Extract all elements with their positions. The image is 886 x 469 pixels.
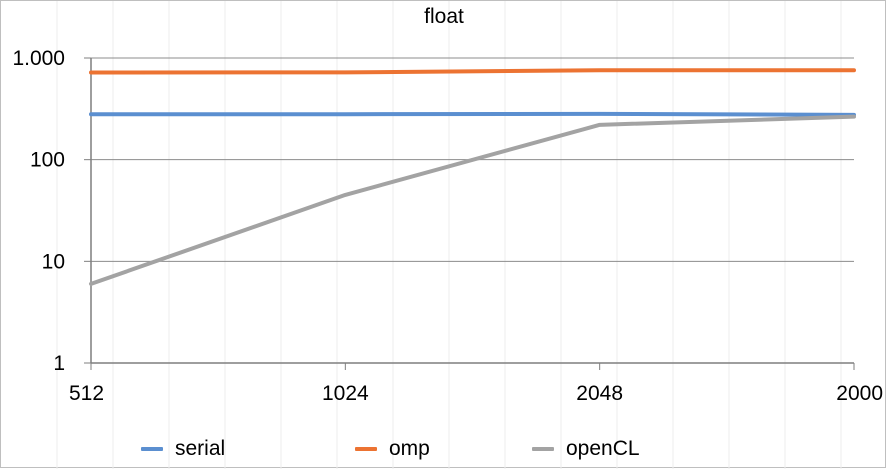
y-tick-label: 10 bbox=[42, 250, 65, 273]
legend-swatch bbox=[355, 447, 377, 451]
legend-swatch bbox=[141, 447, 163, 451]
series-line-opencl bbox=[89, 114, 856, 286]
y-tick-label: 1.000 bbox=[12, 47, 65, 70]
legend: serial omp openCL bbox=[1, 437, 886, 465]
legend-item-serial: serial bbox=[141, 437, 225, 461]
legend-label: omp bbox=[389, 437, 430, 460]
legend-label: openCL bbox=[566, 437, 640, 460]
legend-item-omp: omp bbox=[355, 437, 430, 461]
legend-swatch bbox=[532, 447, 554, 451]
y-tick-label: 100 bbox=[30, 149, 65, 172]
series-line-omp bbox=[89, 68, 856, 75]
x-tick-label: 512 bbox=[69, 382, 104, 405]
legend-item-opencl: openCL bbox=[532, 437, 640, 461]
series-line-serial bbox=[89, 111, 856, 117]
y-tick-label: 1 bbox=[53, 352, 65, 375]
x-tick-label: 1024 bbox=[322, 382, 369, 405]
chart-title: float bbox=[424, 5, 464, 28]
x-tick-label: 2000 bbox=[836, 382, 883, 405]
x-tick-label: 2048 bbox=[576, 382, 623, 405]
legend-label: serial bbox=[175, 437, 226, 460]
